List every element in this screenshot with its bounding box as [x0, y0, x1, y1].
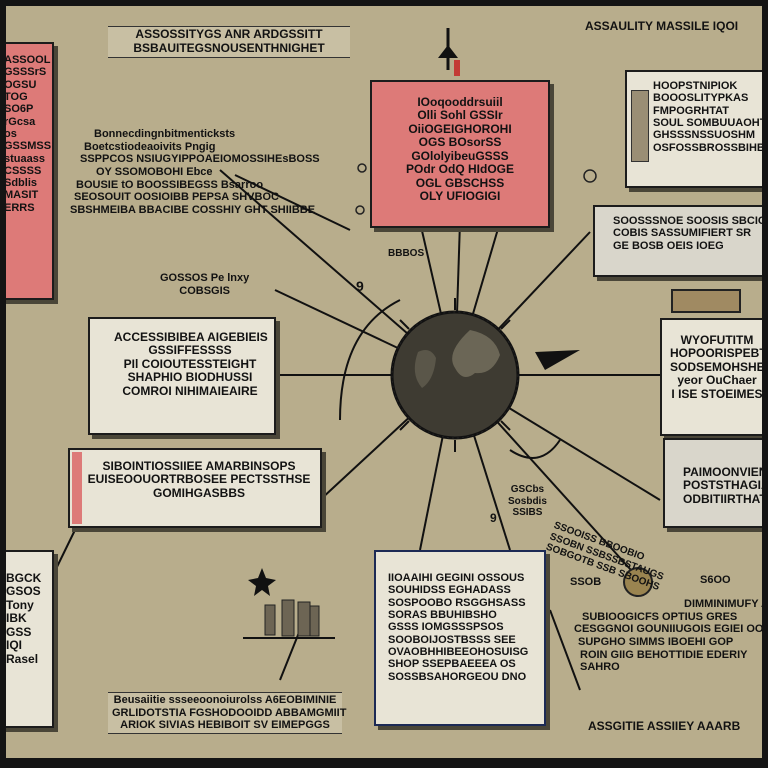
right-mid-card: WYOFUTITM HOPOORISPEBT SODSEMOHSHEUGL ye… [660, 318, 768, 436]
figures-icon [243, 599, 335, 639]
top-right-heading: ASSAULITY MASSILE IQOI [585, 19, 739, 33]
bottom-center-card: IIOAAIHI GEGINI OSSOUS SOUHIDSS EGHADASS… [374, 550, 546, 726]
bottom-left-card: BGCK GSOS Tony IBK GSS IQI Rasel [0, 550, 54, 728]
tack-icon [671, 289, 741, 313]
mid-left-wide-card: SIBOINTIOSSIIEE AMARBINSOPS EUISEOOUORTR… [68, 448, 322, 528]
title-block: ASSOSSITYGS ANR ARDGSSITT BSBAUITEGSNOUS… [108, 26, 350, 58]
right-lower-card: PAIMOONVIENI POSTSTHAGIAPRI ODBITIIRTHAT [663, 438, 768, 528]
right-bottom-label-2: S6OO [700, 574, 731, 586]
right-bottom-text: DIMMINIMUFY AYESS SUBIOOGICFS OPTIUS GRE… [574, 598, 768, 674]
small-label-a: BBBOS [388, 248, 425, 259]
compass-needle-icon [438, 28, 460, 76]
arrowhead-icon [535, 350, 580, 370]
top-center-card: IOoqooddrsuiil Olli Sohl GSSIr OiiOGEIGH… [370, 80, 550, 228]
globe-ticks [378, 298, 532, 452]
coin-icon [623, 567, 653, 597]
top-left-annotation: Bonnecdingnbitmenticksts Boetcstiodeaoiv… [70, 128, 320, 216]
title-line-1: ASSOSSITYGS ANR ARDGSSITT [135, 27, 323, 41]
right-slim-card: SOOSSSNOE SOOSIS SBCIODI COBIS SASSUMIFI… [593, 205, 768, 277]
right-bottom-labels: SSOB [570, 576, 602, 588]
small-label-9: 9 [356, 278, 364, 294]
small-label-9b: 9 [490, 511, 497, 525]
bottom-right-heading: ASSGITIE ASSIIEY AAARB [588, 719, 741, 733]
mid-left-note: GOSSOS Pe lnxy COBSGIS [160, 272, 250, 297]
title-line-2: BSBAUITEGSNOUSENTHNIGHET [133, 40, 325, 55]
left-pink-card: ASSOOL GSSSrS OGSU TOG SO6P rGcsa os GSS… [0, 42, 54, 300]
center-cluster-labels: GSCbs Sosbdis SSIBS [508, 484, 547, 518]
star-icon [248, 568, 276, 596]
bottom-caption: Beusaiitie ssseeoonoiurolss A6EOBIMINIE … [108, 692, 346, 734]
mid-left-card: ACCESSIBIBEA AIGEBIEIS GSSIFFESSSS PIl C… [88, 317, 276, 435]
globe-icon [390, 310, 520, 440]
top-right-card: HOOPSTNIPIOK BOOOSLITYPKAS FMPOGRHTAT SO… [625, 70, 768, 188]
